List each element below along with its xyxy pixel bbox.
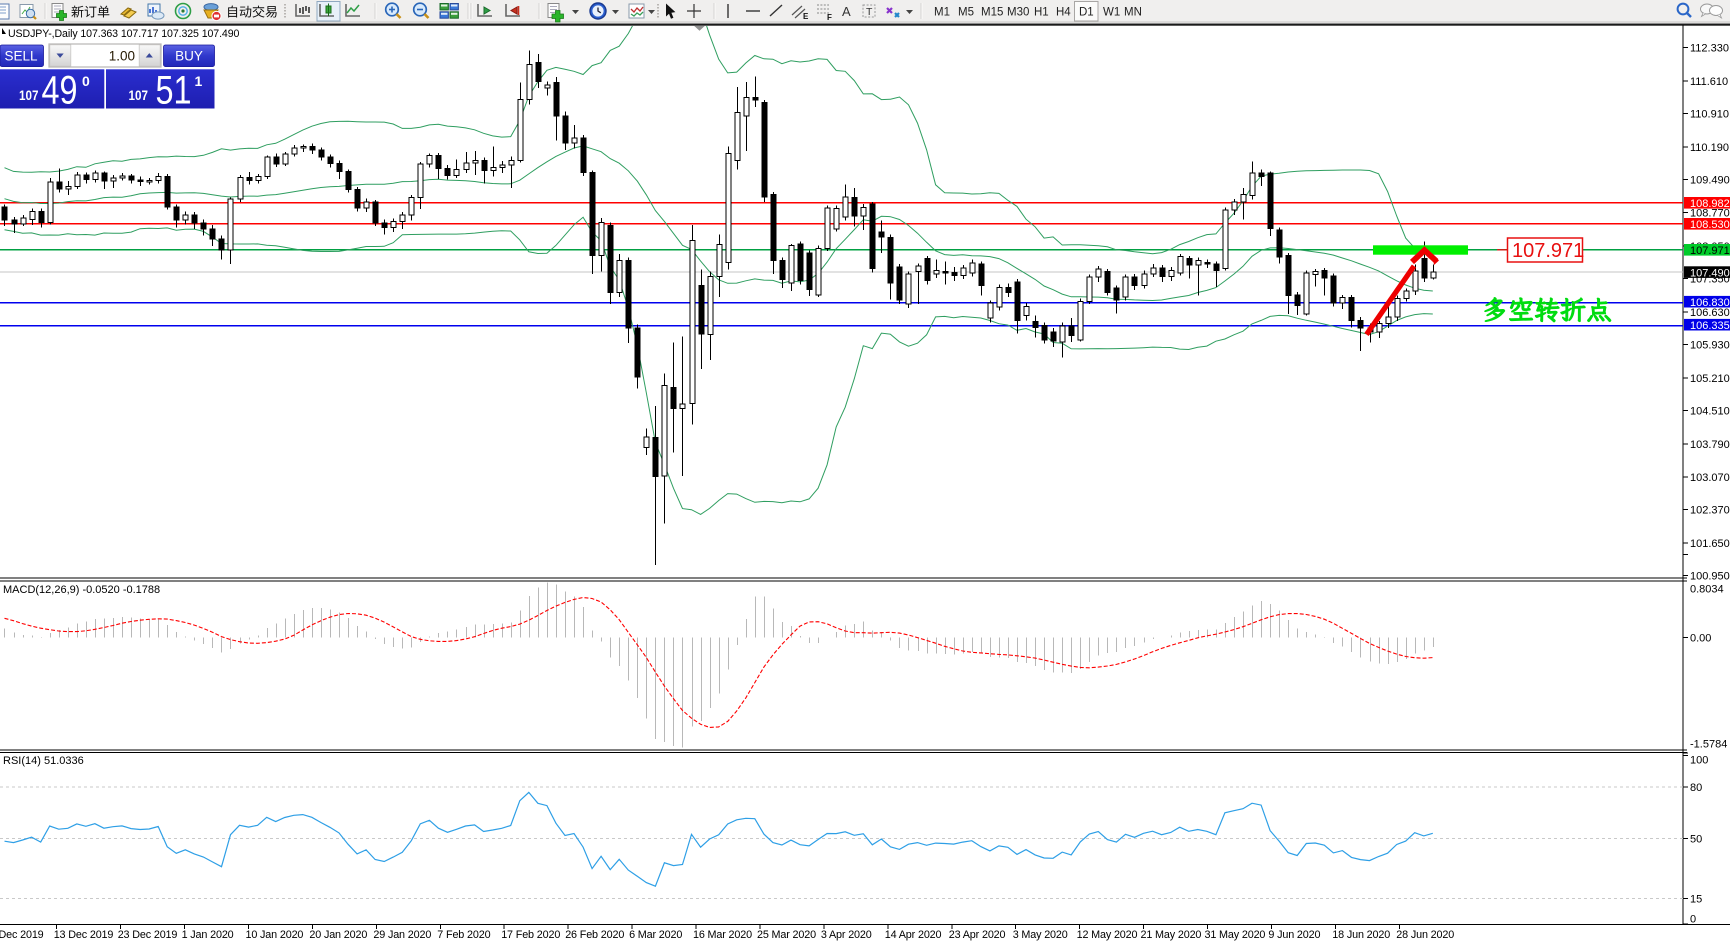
svg-text:107.971: 107.971 [1690,245,1730,257]
svg-text:106.630: 106.630 [1690,307,1730,319]
svg-text:106.830: 106.830 [1690,297,1730,309]
svg-text:21 May 2020: 21 May 2020 [1141,929,1202,941]
svg-text:103.790: 103.790 [1690,439,1730,451]
svg-text:112.330: 112.330 [1690,43,1729,55]
svg-text:12 May 2020: 12 May 2020 [1077,929,1138,941]
svg-text:50: 50 [1690,834,1702,846]
svg-text:H1: H1 [1034,7,1049,19]
svg-text:1.00: 1.00 [109,49,135,64]
svg-text:25 Mar 2020: 25 Mar 2020 [757,929,816,941]
svg-text:1: 1 [195,73,203,89]
svg-text:MN: MN [1124,7,1142,19]
svg-text:3 Apr 2020: 3 Apr 2020 [821,929,872,941]
svg-text:0: 0 [82,73,90,89]
svg-text:6 Mar 2020: 6 Mar 2020 [629,929,682,941]
svg-text:0: 0 [1690,914,1696,926]
svg-text:17 Feb 2020: 17 Feb 2020 [501,929,560,941]
svg-text:100.950: 100.950 [1690,571,1730,583]
svg-text:111.610: 111.610 [1690,76,1728,88]
svg-text:23 Apr 2020: 23 Apr 2020 [949,929,1006,941]
svg-text:104.510: 104.510 [1690,405,1730,417]
svg-text:101.650: 101.650 [1690,538,1730,550]
svg-text:107.490: 107.490 [1690,267,1730,279]
svg-text:23 Dec 2019: 23 Dec 2019 [118,929,178,941]
svg-text:51: 51 [156,69,192,113]
svg-text:13 Dec 2019: 13 Dec 2019 [54,929,114,941]
svg-text:E: E [803,12,809,21]
svg-text:0.00: 0.00 [1690,633,1711,645]
svg-text:D1: D1 [1079,7,1094,19]
svg-text:80: 80 [1690,782,1702,794]
svg-text:H4: H4 [1056,7,1071,19]
svg-text:109.490: 109.490 [1690,174,1730,186]
svg-text:USDJPY-,Daily 107.363 107.717: USDJPY-,Daily 107.363 107.717 107.325 10… [8,28,239,40]
svg-text:107.971: 107.971 [1512,240,1584,262]
svg-text:M30: M30 [1007,7,1029,19]
svg-text:108.530: 108.530 [1690,219,1730,231]
svg-text:49: 49 [42,69,78,113]
svg-text:15: 15 [1690,893,1702,905]
svg-text:9 Jun 2020: 9 Jun 2020 [1268,929,1320,941]
svg-text:F: F [827,13,832,22]
svg-text:105.930: 105.930 [1690,340,1730,352]
svg-text:M1: M1 [934,7,950,19]
svg-text:105.210: 105.210 [1690,373,1730,385]
svg-text:14 Apr 2020: 14 Apr 2020 [885,929,942,941]
svg-text:18 Jun 2020: 18 Jun 2020 [1332,929,1390,941]
svg-text:108.982: 108.982 [1690,198,1730,210]
svg-text:107: 107 [129,88,149,103]
svg-text:108.770: 108.770 [1690,208,1730,220]
svg-text:3 Dec 2019: 3 Dec 2019 [0,929,44,941]
svg-text:103.070: 103.070 [1690,472,1730,484]
svg-text:T: T [866,6,873,18]
svg-text:A: A [842,4,851,19]
svg-text:M15: M15 [981,7,1003,19]
svg-text:M5: M5 [958,7,974,19]
svg-text:100: 100 [1690,755,1708,767]
svg-text:31 May 2020: 31 May 2020 [1205,929,1266,941]
svg-text:7 Feb 2020: 7 Feb 2020 [437,929,490,941]
svg-text:RSI(14) 51.0336: RSI(14) 51.0336 [3,755,84,767]
svg-text:26 Feb 2020: 26 Feb 2020 [565,929,624,941]
svg-text:106.335: 106.335 [1690,320,1730,332]
svg-text:-1.5784: -1.5784 [1690,739,1727,751]
svg-text:SELL: SELL [4,49,38,64]
svg-text:20 Jan 2020: 20 Jan 2020 [309,929,367,941]
svg-text:10 Jan 2020: 10 Jan 2020 [246,929,304,941]
svg-text:102.370: 102.370 [1690,505,1730,517]
svg-text:1 Jan 2020: 1 Jan 2020 [182,929,234,941]
svg-text:16 Mar 2020: 16 Mar 2020 [693,929,752,941]
svg-text:110.190: 110.190 [1690,142,1729,154]
svg-text:W1: W1 [1103,7,1120,19]
svg-text:110.910: 110.910 [1690,108,1729,120]
svg-text:28 Jun 2020: 28 Jun 2020 [1396,929,1454,941]
svg-text:MACD(12,26,9) -0.0520 -0.1788: MACD(12,26,9) -0.0520 -0.1788 [3,584,160,596]
svg-text:BUY: BUY [175,49,203,64]
svg-text:0.8034: 0.8034 [1690,584,1724,596]
svg-text:3 May 2020: 3 May 2020 [1013,929,1068,941]
svg-text:29 Jan 2020: 29 Jan 2020 [373,929,431,941]
svg-text:107: 107 [19,88,39,103]
